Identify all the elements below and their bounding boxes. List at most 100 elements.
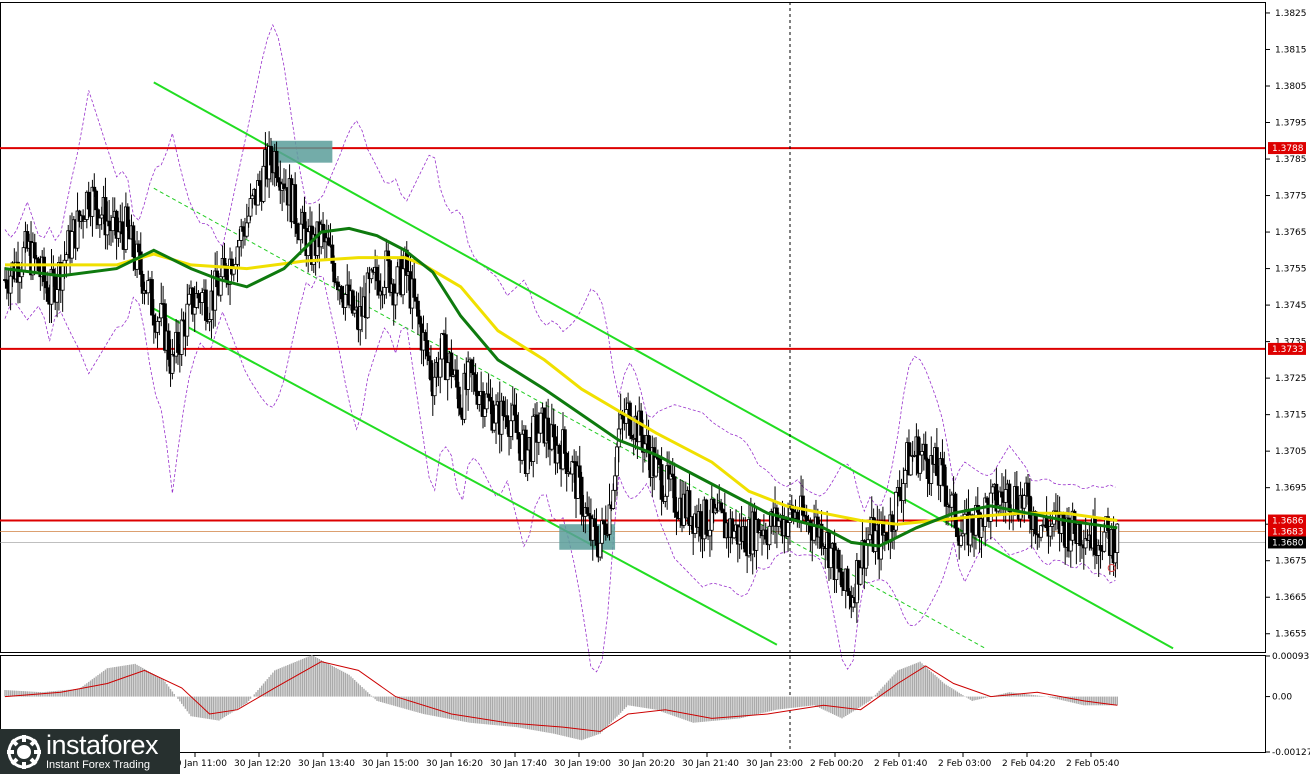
candle-body [955,527,960,538]
candle-body [868,534,872,541]
candle-body [146,280,151,294]
candle-body [425,340,430,357]
candle-body [393,292,398,306]
candle-body [458,407,463,415]
current-price-tag [1268,525,1306,538]
indicator-panel: 0.00093 0.00 -0.00127 [0,652,1310,758]
candle-body [339,286,344,300]
x-tick-label: 30 Jan 13:40 [298,759,355,769]
candle-body [944,485,949,507]
candle-body [1000,491,1004,498]
candle-body [157,317,162,322]
candle-body [592,518,597,527]
x-tick-label: 2 Feb 05:40 [1066,759,1120,769]
x-tick-label: 30 Jan 23:00 [746,759,803,769]
candle-body [42,256,46,282]
y-tick-label: 1.3805 [1275,82,1307,92]
candle-body [585,507,590,514]
time-axis: 30 Jan 11:00 30 Jan 12:20 30 Jan 13:40 30 J… [170,752,1120,769]
moving-averages [4,226,1118,548]
candle-body [864,544,869,569]
candle-body [884,532,889,542]
candle-body [482,408,487,417]
candle-body [847,590,852,596]
instaforex-logo-icon [7,734,41,769]
candle-body [170,354,175,374]
candle-body [298,223,303,241]
candle-body [137,243,141,253]
candle-body [920,451,924,456]
candle-body [375,266,379,282]
candle-body [414,296,418,302]
brand-logo: instaforex Instant Forex Trading [0,729,180,774]
candle-body [812,525,816,541]
candle-body [1044,516,1049,529]
candle-body [901,483,906,501]
candle-body [151,314,156,326]
indicator-panel-border [0,655,1266,753]
candle-body [60,265,65,291]
candle-body [131,225,136,258]
candle-body [244,222,249,237]
candle-body [159,303,164,319]
level-price-label: 1.3788 [1272,144,1304,154]
candle-body [107,220,112,227]
candle-body [1007,483,1012,512]
candle-body [395,266,400,294]
x-tick-label: 2 Feb 04:20 [1002,759,1056,769]
indicator-tick-label: 0.00 [1272,693,1292,703]
candle-body [873,530,878,552]
candle-body [99,214,104,219]
x-tick-label: 30 Jan 16:20 [426,759,483,769]
candle-body [801,495,805,516]
candle-body [257,180,262,186]
candle-body [520,433,524,461]
candle-body [564,453,569,474]
candle-body [743,526,748,553]
candle-body [445,362,450,381]
candle-body [293,184,298,224]
candle-body [382,287,387,296]
candle-body [222,257,227,267]
candle-body [704,499,709,535]
brand-text: instaforex Instant Forex Trading [46,732,159,771]
candle-body [845,568,850,592]
candle-body [466,361,471,390]
y-tick-label: 1.3795 [1275,119,1307,129]
candle-body [196,293,201,299]
candle-body [429,360,433,381]
candle-body [32,242,37,259]
candle-body [657,458,662,465]
candle-body [654,456,658,477]
candle-body [150,279,154,316]
candle-body [514,414,519,433]
x-tick-label: 30 Jan 11:00 [170,759,227,769]
candle-body [557,444,562,454]
candle-body [261,165,266,202]
candle-body [674,511,679,518]
candle-body [120,221,125,235]
candle-body [903,469,908,485]
current-price-label: 1.3680 [1272,538,1304,548]
candle-body [1102,531,1107,552]
candle-body [86,191,91,210]
candle-body [767,525,772,546]
candle-body [274,151,279,179]
candle-body [155,320,160,333]
candle-body [719,502,723,510]
level-price-label: 1.3733 [1272,345,1304,355]
candle-body [440,333,445,360]
y-tick-label: 1.3705 [1275,447,1307,457]
y-tick-label: 1.3715 [1275,411,1307,421]
candle-body [538,412,543,434]
level-price-tag [1268,514,1306,527]
brand-tagline: Instant Forex Trading [46,759,150,771]
candle-body [732,530,737,539]
candle-body [295,223,299,234]
candle-body [659,464,664,500]
candle-body [235,246,240,265]
candle-body [343,294,348,308]
y-tick-label: 1.3815 [1275,45,1307,55]
candle-body [1098,545,1103,551]
candle-body [248,198,253,217]
